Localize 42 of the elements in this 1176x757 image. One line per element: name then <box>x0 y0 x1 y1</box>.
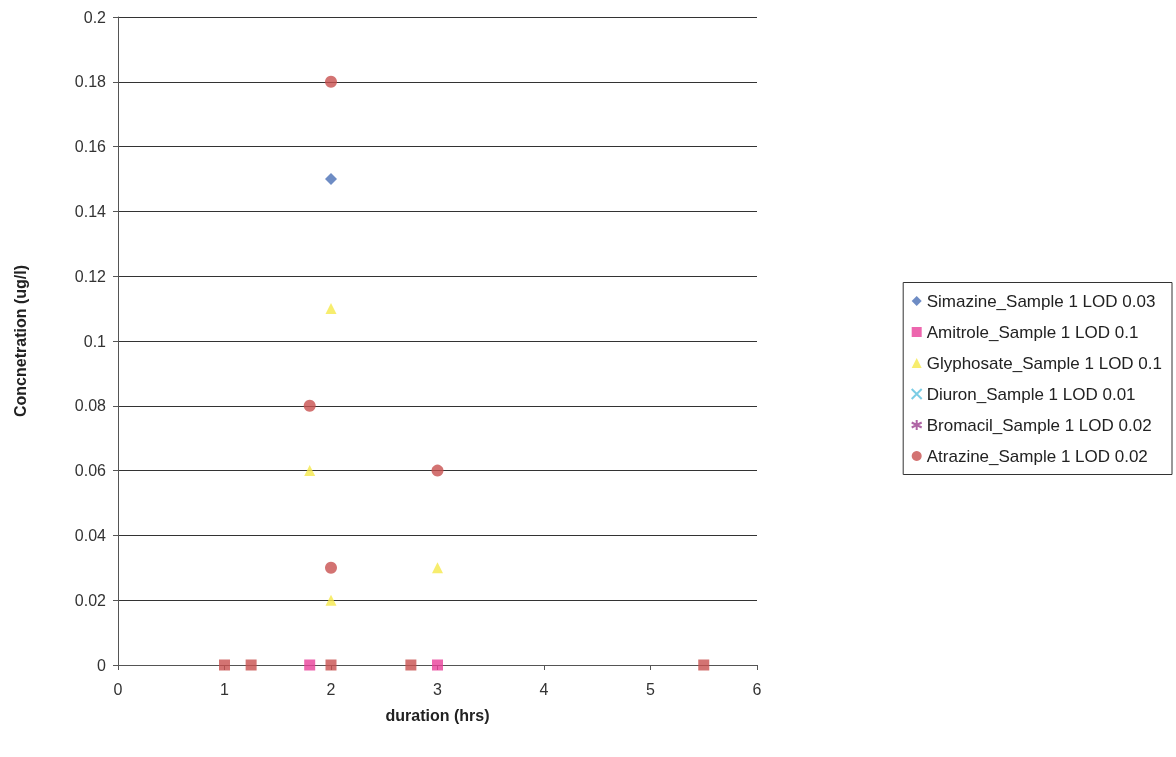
x-tick-label: 0 <box>113 680 123 698</box>
point <box>303 399 316 412</box>
y-tick-label: 0.1 <box>83 332 107 350</box>
point <box>325 75 337 88</box>
x-tick-label: 5 <box>646 680 656 698</box>
x-tick-label: 6 <box>752 680 762 698</box>
point <box>304 659 316 671</box>
x-tick-label: 2 <box>326 680 336 698</box>
y-tick-label: 0.04 <box>74 526 107 544</box>
point <box>325 659 337 671</box>
x-axis-title: duration (hrs) <box>385 706 490 724</box>
y-tick-label: 0.08 <box>74 397 107 415</box>
y-tick-label: 0.18 <box>74 73 107 91</box>
x-tick-label: 1 <box>220 680 230 698</box>
point <box>304 465 316 477</box>
legend-label: Amitrole_Sample 1 LOD 0.1 <box>926 322 1139 342</box>
legend-label: Diuron_Sample 1 LOD 0.01 <box>926 384 1136 404</box>
legend-label: Bromacil_Sample 1 LOD 0.02 <box>926 415 1152 435</box>
point <box>219 659 230 671</box>
y-tick-label: 0.02 <box>74 591 107 609</box>
point <box>325 303 337 315</box>
y-tick-label: 0.16 <box>74 138 107 156</box>
y-tick-label: 0.2 <box>83 8 107 26</box>
point <box>432 659 443 671</box>
point <box>245 659 257 671</box>
x-tick-label: 4 <box>539 680 549 698</box>
point <box>325 561 337 574</box>
point <box>325 173 337 185</box>
legend-label: Simazine_Sample 1 LOD 0.03 <box>926 291 1156 311</box>
y-axis-title: Concnetration (ug/l) <box>11 265 29 417</box>
legend-label: Atrazine_Sample 1 LOD 0.02 <box>926 446 1148 466</box>
y-tick-label: 0.12 <box>74 267 107 285</box>
y-tick-label: 0 <box>97 656 107 674</box>
point <box>698 659 710 671</box>
point <box>325 594 337 606</box>
legend-label: Glyphosate_Sample 1 LOD 0.1 <box>926 353 1163 373</box>
point <box>431 464 444 477</box>
y-tick-label: 0.06 <box>74 462 107 480</box>
point <box>405 659 417 671</box>
x-tick-label: 3 <box>433 680 443 698</box>
y-tick-label: 0.14 <box>74 202 107 220</box>
point <box>432 562 443 574</box>
